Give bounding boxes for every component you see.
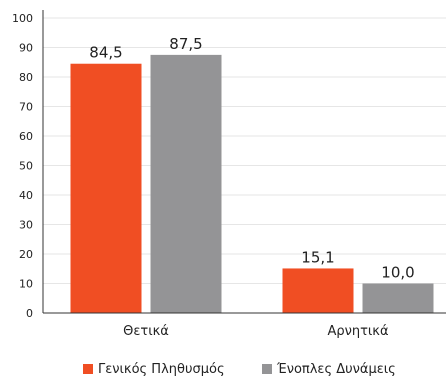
y-tick-label: 30: [19, 219, 33, 232]
y-tick-label: 40: [19, 189, 33, 202]
y-tick-label: 80: [19, 71, 33, 84]
y-tick-label: 60: [19, 130, 33, 143]
y-tick-label: 70: [19, 101, 33, 114]
y-tick-label: 0: [26, 307, 33, 320]
legend: Γενικός Πληθυσμός Ένοπλες Δυνάμεις: [83, 362, 396, 377]
axes: [42, 10, 446, 314]
bars: [70, 54, 434, 313]
data-label: 15,1: [301, 248, 334, 266]
legend-label: Γενικός Πληθυσμός: [98, 362, 225, 377]
category-label: Αρνητικά: [327, 324, 388, 339]
legend-label: Ένοπλες Δυνάμεις: [276, 362, 396, 377]
data-label: 10,0: [381, 264, 414, 282]
data-label: 84,5: [89, 44, 122, 62]
category-label: Θετικά: [123, 324, 169, 339]
bar-negative-general-population: [282, 268, 354, 313]
y-tick-label: 100: [12, 12, 33, 25]
x-axis-categories: Θετικά Αρνητικά: [123, 324, 388, 339]
y-tick-label: 10: [19, 278, 33, 291]
bar-negative-armed-forces: [362, 283, 434, 313]
y-axis-ticks: 0 10 20 30 40 50 60 70 80 90 100: [12, 12, 33, 320]
legend-swatch: [262, 364, 272, 374]
y-tick-label: 20: [19, 248, 33, 261]
y-tick-label: 90: [19, 42, 33, 55]
y-tick-label: 50: [19, 160, 33, 173]
data-label: 87,5: [169, 35, 202, 53]
data-labels: 84,5 87,5 15,1 10,0: [89, 35, 414, 282]
legend-swatch: [83, 364, 93, 374]
bar-positive-general-population: [70, 63, 142, 313]
bar-positive-armed-forces: [150, 54, 222, 313]
